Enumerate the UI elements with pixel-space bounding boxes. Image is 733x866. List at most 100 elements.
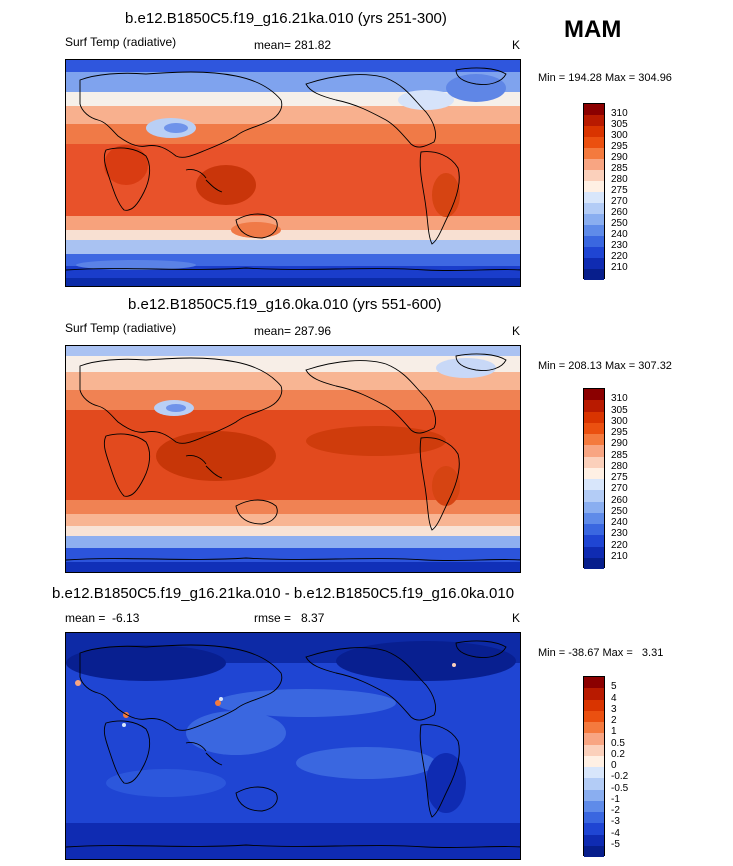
colorbar-tick-label: -1 bbox=[611, 793, 620, 805]
colorbar-tick-label: 4 bbox=[611, 692, 617, 704]
panel-3-map-plot bbox=[66, 633, 520, 859]
colorbar-swatch bbox=[584, 501, 604, 513]
colorbar-tick-label: 210 bbox=[611, 550, 628, 562]
colorbar-swatch bbox=[584, 159, 604, 170]
colorbar-tick-label: 305 bbox=[611, 119, 628, 130]
colorbar-swatch bbox=[584, 411, 604, 423]
colorbar-tick-label: 300 bbox=[611, 130, 628, 141]
colorbar-swatch bbox=[584, 789, 604, 801]
colorbar-swatch bbox=[584, 800, 604, 812]
colorbar-swatch bbox=[584, 181, 604, 192]
colorbar-tick-label: 240 bbox=[611, 229, 628, 240]
colorbar-swatch bbox=[584, 214, 604, 225]
colorbar-swatch bbox=[584, 434, 604, 446]
colorbar-tick-label: 0.5 bbox=[611, 737, 625, 749]
colorbar-tick-label: 2 bbox=[611, 715, 617, 726]
panel-1-minmax: Min = 194.28 Max = 304.96 bbox=[538, 72, 672, 84]
panel-2-mean-label: mean= 287.96 bbox=[254, 324, 332, 338]
colorbar-tick-label: 260 bbox=[611, 207, 628, 218]
colorbar-swatch bbox=[584, 389, 604, 401]
colorbar-swatch bbox=[584, 456, 604, 468]
colorbar-swatch bbox=[584, 546, 604, 558]
colorbar-tick-label: 290 bbox=[611, 152, 628, 163]
colorbar-tick-label: -2 bbox=[611, 805, 620, 816]
colorbar-tick-label: 310 bbox=[611, 108, 628, 119]
colorbar-swatch bbox=[584, 744, 604, 756]
panel-3-map bbox=[65, 632, 521, 860]
season-title: MAM bbox=[564, 16, 622, 43]
colorbar-swatch bbox=[584, 733, 604, 745]
colorbar-swatch bbox=[584, 148, 604, 159]
colorbar-tick-label: 0.2 bbox=[611, 748, 625, 760]
colorbar-tick-label: 285 bbox=[611, 163, 628, 174]
panel-2-unit-label: K bbox=[512, 324, 521, 338]
panel-1-map-plot bbox=[66, 60, 520, 286]
panel-3-unit-label: K bbox=[512, 611, 521, 625]
panel-1-variable-label: Surf Temp (radiative) bbox=[65, 35, 177, 49]
colorbar-swatch bbox=[584, 535, 604, 547]
panel-2-minmax: Min = 208.13 Max = 307.32 bbox=[538, 360, 672, 372]
colorbar-swatch bbox=[584, 170, 604, 181]
colorbar-tick-label: -3 bbox=[611, 816, 620, 828]
colorbar-tick-label: -5 bbox=[611, 838, 620, 850]
colorbar-tick-label: 0 bbox=[611, 760, 617, 771]
colorbar-tick-label: -4 bbox=[611, 827, 620, 839]
colorbar-swatch bbox=[584, 400, 604, 412]
panel-2-map-plot bbox=[66, 346, 520, 572]
colorbar-swatch bbox=[584, 479, 604, 491]
panel-3-minmax: Min = -38.67 Max = 3.31 bbox=[538, 647, 664, 659]
colorbar-swatch bbox=[584, 812, 604, 824]
panel-3-mean-label: mean = -6.13 bbox=[65, 611, 140, 625]
colorbar-swatch bbox=[584, 104, 604, 115]
colorbar-swatch bbox=[584, 699, 604, 711]
colorbar-swatch bbox=[584, 688, 604, 700]
colorbar-tick-label: 275 bbox=[611, 185, 628, 196]
panel-1-title: b.e12.B1850C5.f19_g16.21ka.010 (yrs 251-… bbox=[125, 10, 447, 27]
colorbar-swatch bbox=[584, 115, 604, 126]
colorbar-tick-label: 250 bbox=[611, 218, 628, 229]
colorbar-swatch bbox=[584, 269, 604, 280]
colorbar-tick-label: 280 bbox=[611, 460, 628, 472]
colorbar-swatch bbox=[584, 710, 604, 722]
colorbar-swatch bbox=[584, 767, 604, 779]
colorbar-swatch bbox=[584, 422, 604, 434]
colorbar-tick-label: 220 bbox=[611, 539, 628, 551]
colorbar-swatch bbox=[584, 524, 604, 536]
colorbar-swatch bbox=[584, 236, 604, 247]
colorbar-swatch bbox=[584, 834, 604, 846]
colorbar-tick-label: 285 bbox=[611, 449, 628, 461]
colorbar-swatch bbox=[584, 778, 604, 790]
panel-3-rmse-label: rmse = 8.37 bbox=[254, 611, 325, 625]
colorbar-tick-label: 240 bbox=[611, 517, 628, 528]
panel-2-map bbox=[65, 345, 521, 573]
colorbar-tick-label: 305 bbox=[611, 404, 628, 416]
colorbar-tick-label: 5 bbox=[611, 681, 617, 693]
colorbar-tick-label: 260 bbox=[611, 494, 628, 506]
colorbar-tick-label: 230 bbox=[611, 240, 628, 251]
colorbar-swatch bbox=[584, 677, 604, 689]
colorbar-tick-label: 230 bbox=[611, 528, 628, 540]
colorbar-tick-label: 310 bbox=[611, 393, 628, 405]
colorbar-tick-label: 270 bbox=[611, 483, 628, 495]
colorbar-swatch bbox=[584, 445, 604, 457]
colorbar-tick-label: 220 bbox=[611, 251, 628, 262]
panel-1-mean-label: mean= 281.82 bbox=[254, 38, 332, 52]
colorbar-swatch bbox=[584, 126, 604, 137]
panel-1-colorbar bbox=[583, 103, 605, 280]
colorbar-swatch bbox=[584, 225, 604, 236]
colorbar-tick-label: 270 bbox=[611, 196, 628, 207]
colorbar-tick-label: 1 bbox=[611, 726, 617, 738]
colorbar-swatch bbox=[584, 512, 604, 524]
panel-3-title: b.e12.B1850C5.f19_g16.21ka.010 - b.e12.B… bbox=[52, 585, 515, 602]
colorbar-swatch bbox=[584, 137, 604, 148]
panel-1-unit-label: K bbox=[512, 38, 521, 52]
colorbar-swatch bbox=[584, 557, 604, 569]
colorbar-tick-label: 275 bbox=[611, 472, 628, 483]
colorbar-tick-label: 250 bbox=[611, 505, 628, 517]
colorbar-tick-label: 295 bbox=[611, 141, 628, 152]
panel-2-colorbar bbox=[583, 388, 605, 569]
colorbar-tick-label: 300 bbox=[611, 415, 628, 427]
colorbar-tick-label: -0.5 bbox=[611, 782, 629, 794]
colorbar-swatch bbox=[584, 722, 604, 734]
colorbar-swatch bbox=[584, 490, 604, 502]
